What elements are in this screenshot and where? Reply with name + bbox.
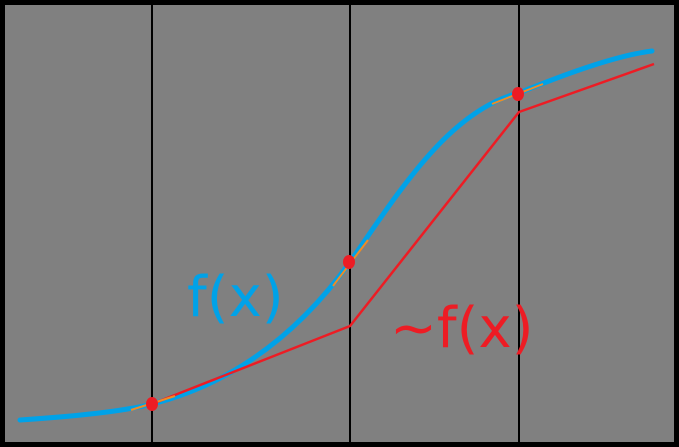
piecewise-linear-approximation [151, 62, 655, 406]
sample-point-3 [512, 87, 524, 101]
label-f-of-x: f(x) [187, 265, 284, 330]
sample-point-2 [343, 255, 355, 269]
label-approx-f-of-x: ~f(x) [390, 296, 533, 361]
sample-point-1 [146, 397, 158, 411]
